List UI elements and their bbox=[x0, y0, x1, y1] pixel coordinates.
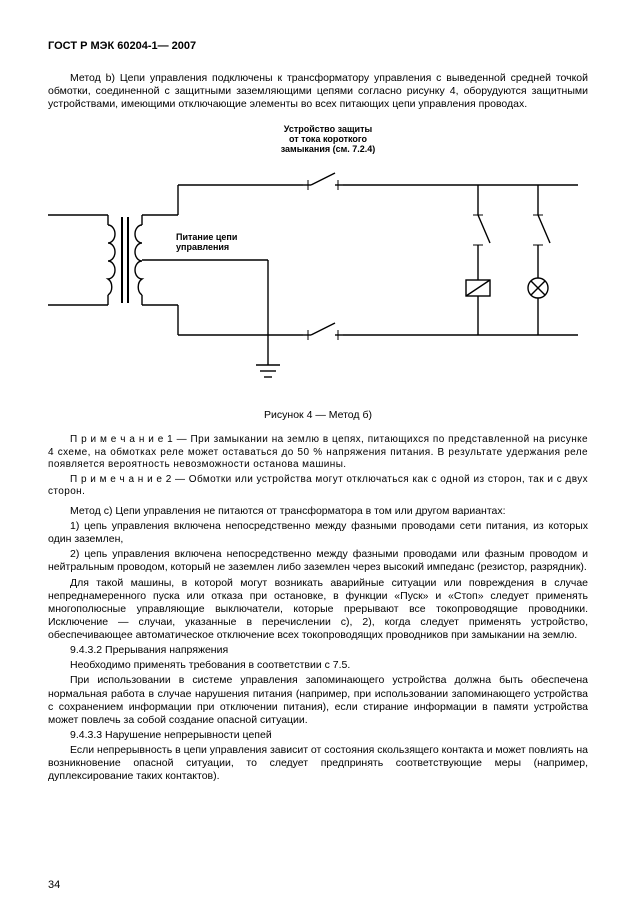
diagram-label-supply-2: управления bbox=[176, 243, 266, 253]
section-9432-p2: При использовании в системе управления з… bbox=[48, 674, 588, 727]
figure-caption: Рисунок 4 — Метод б) bbox=[48, 409, 588, 422]
page-header: ГОСТ Р МЭК 60204-1— 2007 bbox=[48, 40, 588, 54]
paragraph-c2: 2) цепь управления включена непосредстве… bbox=[48, 548, 588, 574]
paragraph-c1: 1) цепь управления включена непосредстве… bbox=[48, 520, 588, 546]
note-1: П р и м е ч а н и е 1 — При замыкании на… bbox=[48, 434, 588, 472]
note-2: П р и м е ч а н и е 2 — Обмотки или устр… bbox=[48, 474, 588, 499]
diagram-label-protection-3: замыкания (см. 7.2.4) bbox=[248, 145, 408, 155]
circuit-diagram: Устройство защиты от тока короткого замы… bbox=[48, 125, 588, 399]
section-9433-head: 9.4.3.3 Нарушение непрерывности цепей bbox=[48, 729, 588, 742]
page-number: 34 bbox=[48, 879, 60, 893]
section-9433-p1: Если непрерывность в цепи управления зав… bbox=[48, 744, 588, 783]
section-9432-head: 9.4.3.2 Прерывания напряжения bbox=[48, 644, 588, 657]
paragraph-method-b: Метод b) Цепи управления подключены к тр… bbox=[48, 72, 588, 111]
paragraph-method-c: Метод c) Цепи управления не питаются от … bbox=[48, 505, 588, 518]
paragraph-machine: Для такой машины, в которой могут возник… bbox=[48, 577, 588, 643]
section-9432-p1: Необходимо применять требования в соотве… bbox=[48, 659, 588, 672]
